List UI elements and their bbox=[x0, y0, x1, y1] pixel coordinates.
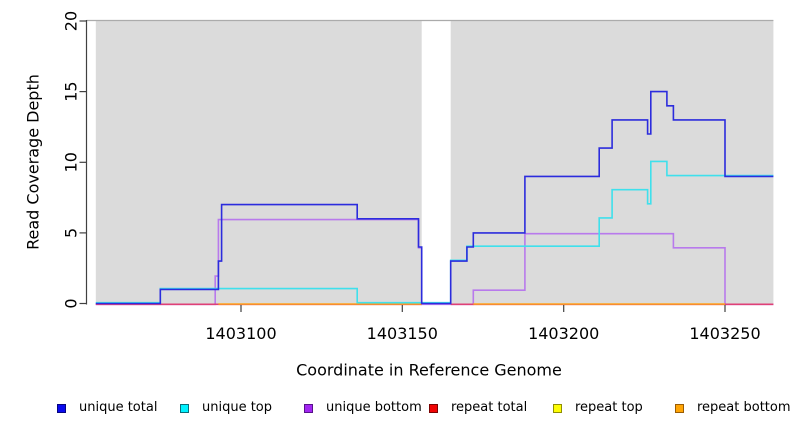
x-axis-title: Coordinate in Reference Genome bbox=[296, 360, 562, 380]
legend-label: unique top bbox=[202, 400, 273, 415]
y-axis-title: Read Coverage Depth bbox=[23, 74, 43, 250]
legend-swatch-icon bbox=[553, 404, 562, 413]
legend-swatch-icon bbox=[180, 404, 189, 413]
legend: unique total unique top unique bottom repea… bbox=[0, 400, 792, 420]
legend-swatch-icon bbox=[304, 404, 313, 413]
x-tick-label: 1403250 bbox=[689, 324, 760, 343]
series-line-unique-top bbox=[95, 160, 774, 304]
legend-swatch-icon bbox=[57, 404, 66, 413]
y-tick-label: 10 bbox=[62, 152, 81, 172]
panel-background bbox=[450, 20, 774, 305]
x-tick-label: 1403200 bbox=[528, 324, 599, 343]
x-tick-label: 1403100 bbox=[205, 324, 276, 343]
legend-label: unique total bbox=[79, 400, 158, 415]
legend-label: repeat bottom bbox=[697, 400, 791, 415]
panel-background bbox=[95, 20, 422, 305]
y-tick-label: 15 bbox=[62, 81, 81, 101]
y-tick-label: 20 bbox=[62, 11, 81, 31]
legend-label: unique bottom bbox=[326, 400, 422, 415]
legend-label: repeat total bbox=[451, 400, 528, 415]
legend-label: repeat top bbox=[575, 400, 643, 415]
y-tick-label: 5 bbox=[62, 228, 81, 238]
series-line-unique-total bbox=[95, 90, 774, 305]
legend-swatch-icon bbox=[429, 404, 438, 413]
x-tick-label: 1403150 bbox=[367, 324, 438, 343]
y-tick-label: 0 bbox=[62, 298, 81, 308]
legend-swatch-icon bbox=[675, 404, 684, 413]
